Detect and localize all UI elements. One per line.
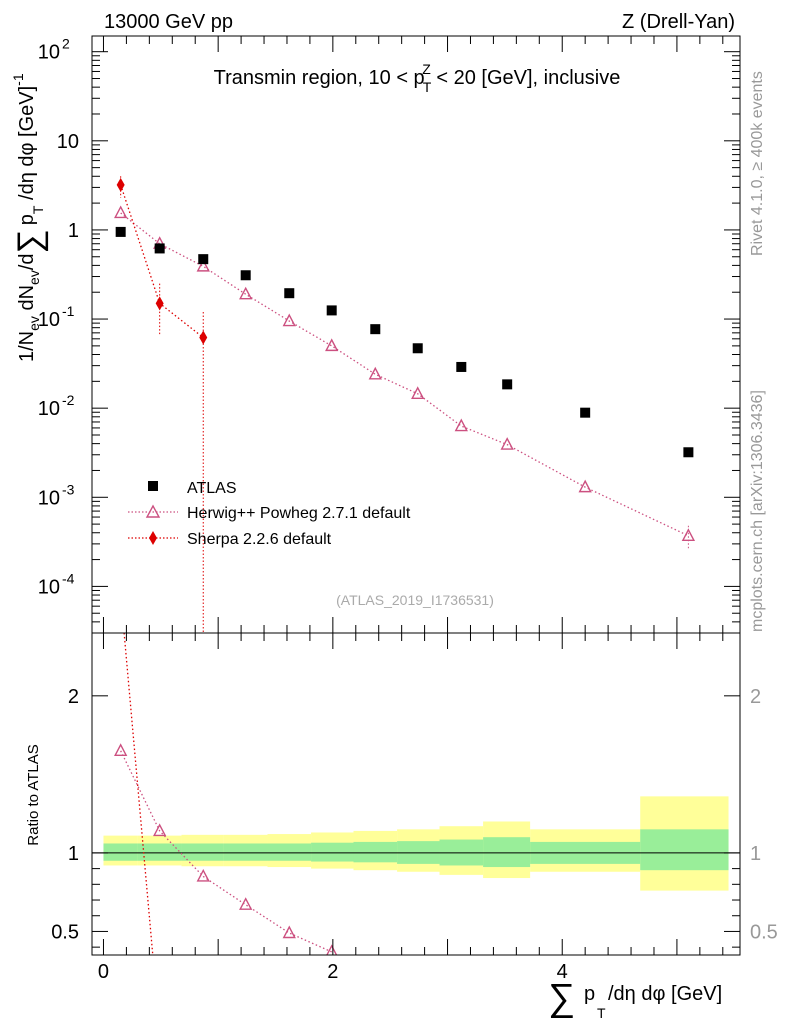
y-tick-label: 10 <box>38 487 60 509</box>
ratio-frame <box>91 632 741 956</box>
analysis-watermark: (ATLAS_2019_I1736531) <box>336 592 494 608</box>
plot-title: Transmin region, 10 < pTZ < 20 [GeV], in… <box>214 61 621 95</box>
ratio-y-tick-label-right: 1 <box>750 843 761 865</box>
uncertainty-band-green <box>223 843 268 861</box>
uncertainty-band-green <box>137 843 182 861</box>
ratio-herwig-point <box>196 868 210 882</box>
atlas-point <box>456 361 467 372</box>
herwig-point <box>368 366 382 380</box>
sherpa-line <box>120 184 204 339</box>
ratio-panel: 2 2 1 1 0.5 0.5 0 2 4 Ratio to ATLAS ∑ p T /dη d… <box>25 632 778 1021</box>
ratio-y-label: Ratio to ATLAS <box>25 744 42 845</box>
legend-atlas-label: ATLAS <box>187 480 237 497</box>
y-tick-exponent: 2 <box>62 36 70 52</box>
ratio-y-tick-label-right: 2 <box>750 686 761 708</box>
uncertainty-band-green <box>311 842 354 862</box>
herwig-point <box>239 286 253 300</box>
herwig-point <box>500 437 514 450</box>
y-tick-label: 10 <box>38 42 60 64</box>
uncertainty-band-green <box>103 843 138 861</box>
y-tick-label: 10 <box>38 309 60 331</box>
atlas-point <box>370 324 381 335</box>
x-tick-label: 4 <box>557 961 568 983</box>
x-label-sum: ∑ <box>548 977 575 1019</box>
x-tick-label: 0 <box>98 961 109 983</box>
x-label-p: p <box>584 983 595 1005</box>
atlas-point <box>412 343 423 354</box>
sherpa-point <box>116 177 125 192</box>
herwig-point <box>114 205 128 219</box>
atlas-point <box>284 288 295 299</box>
x-label-sub: T <box>597 1005 606 1021</box>
x-tick-label: 2 <box>327 961 338 983</box>
herwig-point <box>196 258 210 272</box>
ratio-herwig-point <box>326 944 338 955</box>
ratio-herwig-point <box>239 897 253 910</box>
ratio-y-tick-label: 2 <box>68 686 79 708</box>
herwig-point <box>411 386 425 399</box>
x-label-rest: /dη dφ [GeV] <box>608 983 722 1005</box>
uncertainty-band-green <box>353 841 398 863</box>
ratio-herwig-point <box>282 925 296 939</box>
source-label: mcplots.cern.ch [arXiv:1306.3436] <box>749 390 766 632</box>
atlas-point <box>683 447 694 458</box>
y-tick-exponent: -4 <box>62 570 75 586</box>
atlas-point <box>502 379 513 390</box>
atlas-point <box>154 243 165 254</box>
y-tick-label: 10 <box>38 576 60 598</box>
ratio-herwig-point <box>114 743 128 757</box>
x-axis-label: ∑ p T /dη dφ [GeV] <box>548 977 722 1021</box>
header-right: Z (Drell-Yan) <box>622 11 735 33</box>
atlas-point <box>580 407 591 418</box>
y-tick-exponent: -3 <box>62 481 75 497</box>
herwig-point <box>454 418 468 432</box>
legend-atlas-marker <box>148 481 158 491</box>
y-tick-exponent: -1 <box>62 303 75 319</box>
y-tick-label: 1 <box>68 220 79 242</box>
ratio-y-tick-label: 1 <box>68 843 79 865</box>
herwig-point <box>282 313 296 327</box>
ratio-sherpa-line <box>123 633 154 955</box>
ratio-y-tick-label-right: 0.5 <box>750 921 778 943</box>
rivet-version-label: Rivet 4.1.0, ≥ 400k events <box>749 71 766 256</box>
atlas-point <box>326 305 337 316</box>
ratio-data-layer <box>92 633 740 955</box>
svg-text:1/Nev dNev/d∑pT /dη dφ [GeV]-: 1/Nev dNev/d∑pT /dη dφ [GeV]-1 <box>10 73 49 362</box>
atlas-point <box>115 226 126 237</box>
ratio-y-tick-label: 0.5 <box>51 921 79 943</box>
header-left: 13000 GeV pp <box>104 11 233 33</box>
legend-herwig-marker <box>145 504 161 518</box>
atlas-point <box>198 254 209 265</box>
y-tick-exponent: -2 <box>62 392 75 408</box>
main-data-layer <box>114 176 696 633</box>
herwig-point <box>325 338 339 352</box>
herwig-point <box>578 479 592 493</box>
sherpa-point <box>155 296 164 311</box>
legend-herwig-label: Herwig++ Powheg 2.7.1 default <box>187 505 411 522</box>
uncertainty-band-green <box>640 829 729 871</box>
legend-sherpa-marker <box>149 531 157 545</box>
uncertainty-band-green <box>483 837 531 868</box>
main-y-label: 1/Nev dNev/d∑pT /dη dφ [GeV]-1 <box>10 73 49 362</box>
ratio-axes: 2 2 1 1 0.5 0.5 0 2 4 <box>51 633 778 983</box>
sherpa-point <box>199 330 208 345</box>
atlas-point <box>240 270 251 281</box>
uncertainty-band-green <box>267 843 312 861</box>
herwig-point <box>681 528 696 541</box>
ratio-herwig-point <box>153 823 167 837</box>
legend: ATLAS Herwig++ Powheg 2.7.1 default Sher… <box>128 480 411 548</box>
y-tick-label: 10 <box>38 398 60 420</box>
legend-sherpa-label: Sherpa 2.2.6 default <box>187 531 332 548</box>
y-tick-label: 10 <box>57 131 79 153</box>
uncertainty-band-green <box>181 843 224 861</box>
